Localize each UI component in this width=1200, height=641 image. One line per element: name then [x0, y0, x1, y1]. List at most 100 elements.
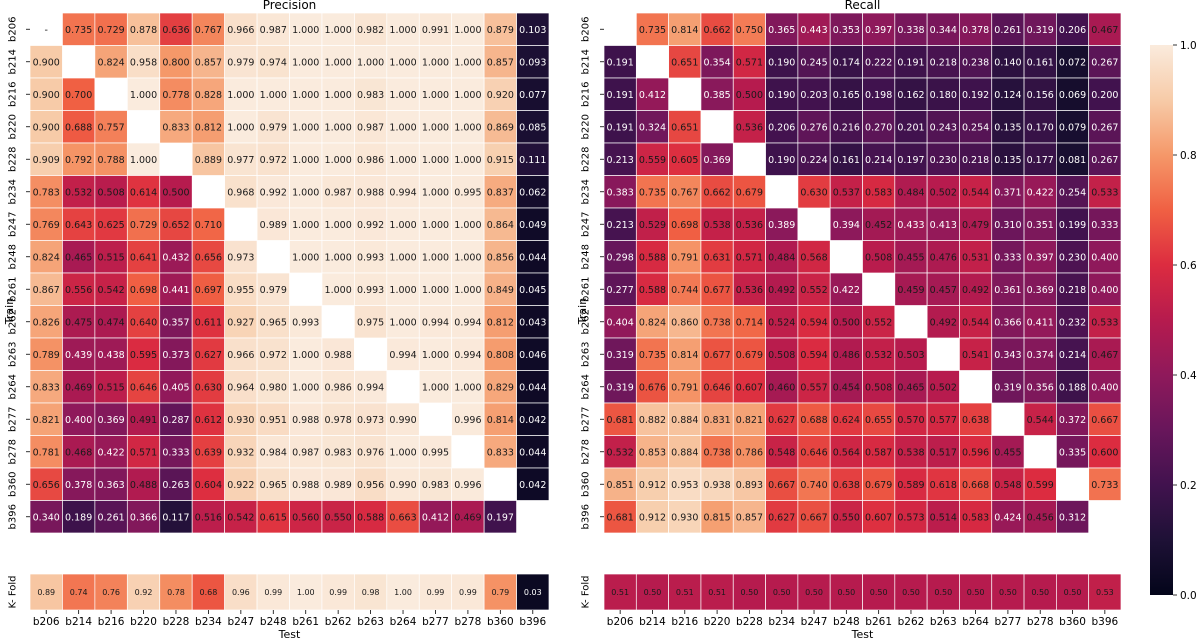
cell-label: 0.276 — [800, 122, 827, 133]
heatmap-cell — [668, 175, 702, 209]
heatmap-cell — [603, 77, 637, 111]
cell-label: 1.000 — [389, 252, 416, 263]
cell-label: 0.700 — [65, 90, 92, 101]
row-tick-label: b262 — [581, 309, 592, 334]
cell-label: 0.977 — [227, 155, 254, 166]
cell-label: 0.532 — [65, 187, 92, 198]
heatmap-cell — [321, 142, 355, 176]
cell-label: 0.492 — [962, 285, 989, 296]
kfold-label: 0.50 — [741, 588, 759, 597]
cell-label: 0.198 — [865, 90, 892, 101]
cell-label: 0.213 — [607, 220, 634, 231]
row-tick-label: b247 — [581, 212, 592, 237]
heatmap-cell — [483, 402, 517, 436]
cell-label: 0.618 — [930, 480, 957, 491]
kfold-label: 0.03 — [524, 588, 542, 597]
cell-label: 0.174 — [833, 57, 860, 68]
heatmap-cell — [62, 12, 96, 46]
heatmap-cell — [926, 175, 960, 209]
cell-label: 0.930 — [227, 415, 254, 426]
cell-label: 0.536 — [736, 122, 763, 133]
cell-label: 0.079 — [1059, 122, 1086, 133]
heatmap-cell — [1056, 500, 1090, 534]
kfold-cell — [732, 573, 766, 611]
heatmap-cell — [700, 337, 734, 371]
kfold-label: 0.74 — [70, 588, 88, 597]
heatmap-cell — [1023, 337, 1057, 371]
cell-label: 1.000 — [422, 155, 449, 166]
cell-label: 0.189 — [65, 512, 92, 523]
cell-label: 1.000 — [292, 252, 319, 263]
cell-label: 0.161 — [833, 155, 860, 166]
heatmap-cell — [862, 500, 896, 534]
heatmap-cell — [354, 402, 388, 436]
heatmap-cell — [1023, 110, 1057, 144]
cell-label: 0.996 — [454, 415, 481, 426]
cell-label: 0.333 — [162, 447, 189, 458]
cell-label: 0.607 — [736, 382, 763, 393]
cell-label: 0.646 — [130, 382, 157, 393]
cell-label: 0.588 — [357, 512, 384, 523]
kfold-cell — [603, 573, 637, 611]
cell-label: 0.564 — [833, 447, 860, 458]
cell-label: 0.310 — [994, 220, 1021, 231]
cell-label: - — [45, 25, 48, 36]
cell-label: 0.989 — [260, 220, 287, 231]
cell-label: 0.972 — [260, 350, 287, 361]
cell-label: 0.548 — [768, 447, 795, 458]
row-tick-label: b264 — [581, 374, 592, 399]
heatmap-cell — [126, 500, 161, 534]
heatmap-cell — [926, 305, 960, 339]
col-tick-label: b247 — [227, 616, 254, 628]
cell-label: 0.994 — [422, 317, 449, 328]
heatmap-cell — [451, 370, 485, 404]
cell-label: 0.594 — [800, 350, 827, 361]
heatmap-cell — [732, 110, 766, 144]
cell-label: 0.405 — [162, 382, 189, 393]
cell-label: 0.542 — [97, 285, 124, 296]
cell-label: 0.222 — [865, 57, 892, 68]
row-tick-label: b264 — [8, 374, 19, 399]
cell-label: 0.878 — [130, 25, 157, 36]
cell-label: 0.857 — [736, 512, 763, 523]
row-tick-label: b216 — [581, 82, 592, 107]
cell-label: 0.261 — [97, 512, 124, 523]
cell-label: 0.404 — [607, 317, 634, 328]
cell-label: 1.000 — [325, 25, 352, 36]
y-axis-label: Train — [576, 298, 589, 325]
cell-label: 0.180 — [930, 90, 957, 101]
cell-label: 0.245 — [800, 57, 827, 68]
colorbar-tick-label: 0.0 — [1180, 590, 1197, 602]
heatmap-cell — [451, 337, 485, 371]
cell-label: 0.170 — [1027, 122, 1054, 133]
heatmap-cell — [1088, 207, 1122, 241]
cell-label: 0.812 — [195, 122, 222, 133]
heatmap-cell — [418, 207, 453, 241]
cell-label: 0.369 — [703, 155, 730, 166]
kfold-cell — [894, 573, 928, 611]
heatmap-cell — [256, 370, 290, 404]
heatmap-cell — [191, 272, 225, 306]
cell-label: 0.831 — [703, 415, 730, 426]
cell-label: 0.412 — [422, 512, 449, 523]
heatmap-cell — [894, 402, 928, 436]
cell-label: 0.994 — [389, 350, 416, 361]
col-tick-label: b220 — [130, 616, 157, 628]
cell-label: 0.550 — [833, 512, 860, 523]
cell-label: 0.213 — [607, 155, 634, 166]
cell-label: 0.353 — [833, 25, 860, 36]
cell-label: 0.191 — [607, 57, 634, 68]
heatmap-cell — [126, 435, 161, 469]
cell-label: 0.979 — [260, 122, 287, 133]
cell-label: 0.980 — [260, 382, 287, 393]
cell-label: 0.638 — [833, 480, 860, 491]
kfold-cell — [126, 573, 161, 611]
cell-label: 0.783 — [33, 187, 60, 198]
cell-label: 0.267 — [1091, 122, 1118, 133]
cell-label: 1.000 — [422, 285, 449, 296]
cell-label: 0.856 — [487, 252, 514, 263]
heatmap-cell — [635, 175, 669, 209]
heatmap-cell — [94, 370, 128, 404]
heatmap-cell — [126, 467, 161, 501]
cell-label: 0.394 — [833, 220, 860, 231]
